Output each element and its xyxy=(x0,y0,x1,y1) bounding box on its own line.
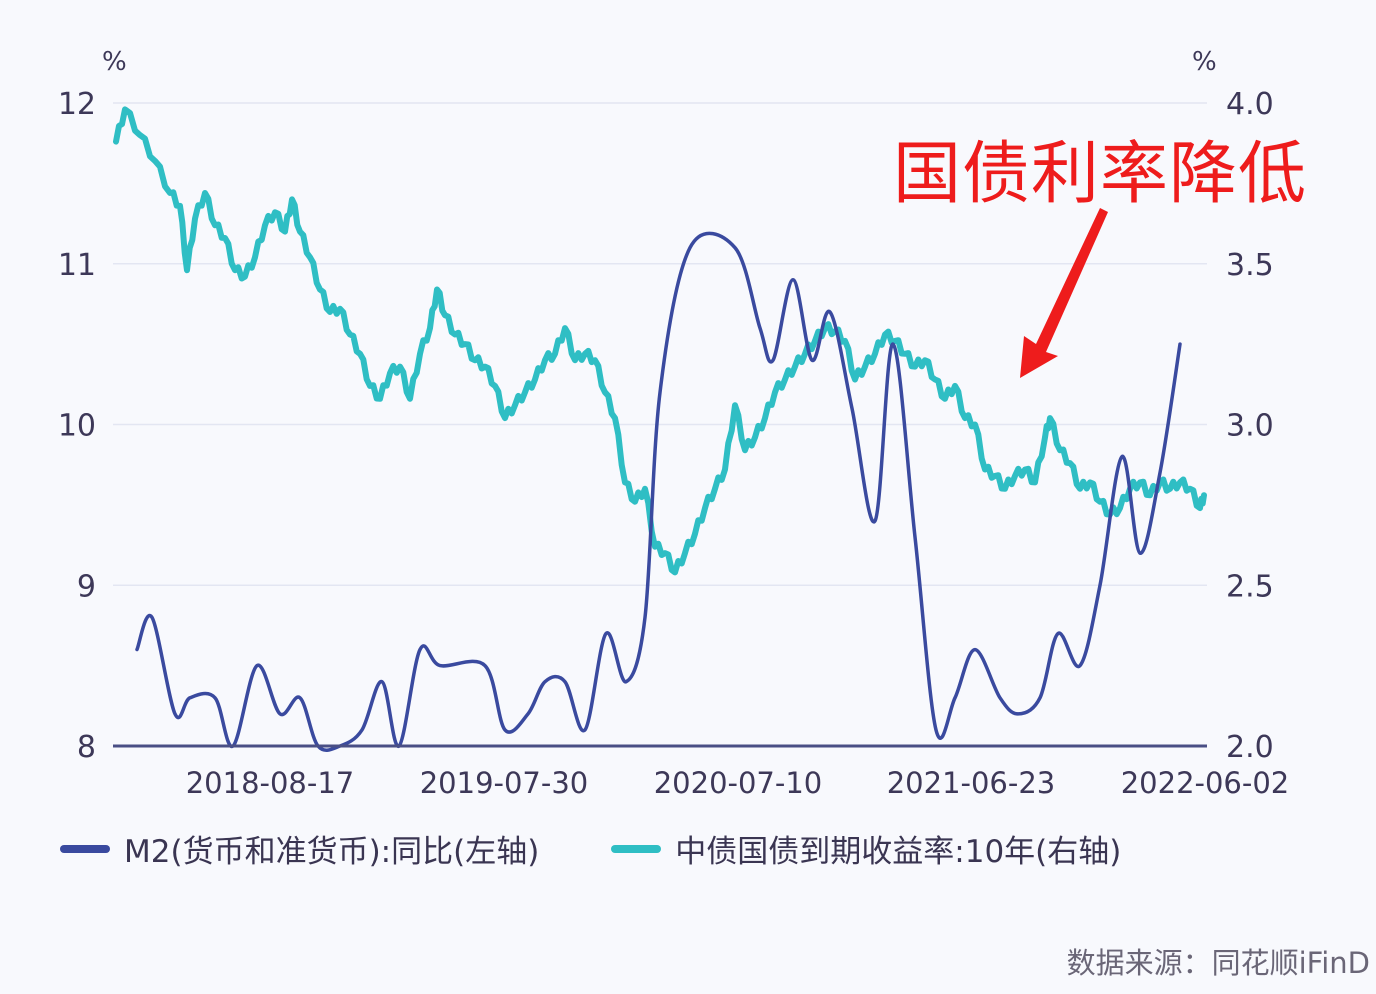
x-axis: 2018-08-17 2019-07-30 2020-07-10 2021-06-23… xyxy=(186,766,1290,800)
svg-text:3.0: 3.0 xyxy=(1226,409,1274,444)
legend-swatch-m2 xyxy=(60,844,110,853)
legend-item-m2[interactable]: M2(货币和准货币):同比(左轴) xyxy=(60,826,539,871)
svg-text:10: 10 xyxy=(58,409,96,444)
legend-item-bond[interactable]: 中债国债到期收益率:10年(右轴) xyxy=(611,826,1121,871)
bond-yield-line xyxy=(113,106,1207,576)
svg-text:2019-07-30: 2019-07-30 xyxy=(420,766,589,800)
right-axis-unit: % xyxy=(1192,47,1217,77)
svg-text:2020-07-10: 2020-07-10 xyxy=(654,766,823,800)
data-source: 数据来源：同花顺iFinD xyxy=(1066,946,1370,980)
legend-swatch-bond xyxy=(611,844,662,853)
svg-text:2021-06-23: 2021-06-23 xyxy=(887,766,1056,800)
left-axis: 12 11 10 9 8 xyxy=(58,87,96,765)
legend-label-bond: 中债国债到期收益率:10年(右轴) xyxy=(675,834,1122,870)
svg-text:11: 11 xyxy=(58,248,96,283)
svg-text:2.0: 2.0 xyxy=(1226,730,1274,765)
svg-text:9: 9 xyxy=(77,569,96,604)
svg-text:2.5: 2.5 xyxy=(1226,569,1274,604)
m2-line xyxy=(135,231,1182,752)
legend-label-m2: M2(货币和准货币):同比(左轴) xyxy=(124,834,540,870)
legend: M2(货币和准货币):同比(左轴) 中债国债到期收益率:10年(右轴) xyxy=(60,826,1193,871)
svg-text:3.5: 3.5 xyxy=(1226,248,1274,283)
annotation-text: 国债利率降低 xyxy=(893,135,1308,214)
svg-text:4.0: 4.0 xyxy=(1226,87,1274,122)
annotation-arrow xyxy=(1020,208,1108,378)
svg-text:12: 12 xyxy=(58,87,96,122)
svg-text:2018-08-17: 2018-08-17 xyxy=(186,766,355,800)
gridlines xyxy=(113,102,1207,586)
left-axis-unit: % xyxy=(102,47,127,77)
svg-text:2022-06-02: 2022-06-02 xyxy=(1121,766,1290,800)
svg-text:8: 8 xyxy=(77,730,96,765)
right-axis: 4.0 3.5 3.0 2.5 2.0 xyxy=(1226,87,1274,765)
